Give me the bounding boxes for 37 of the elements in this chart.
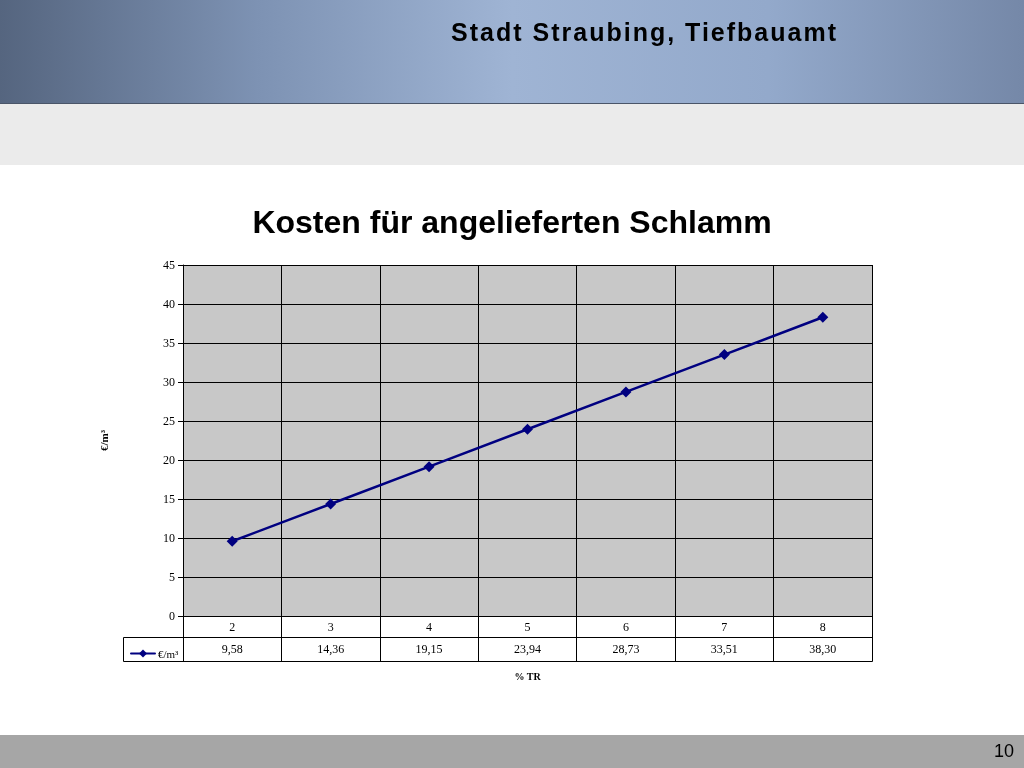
x-tick-label: 6 bbox=[622, 620, 629, 634]
y-tick-label: 10 bbox=[163, 531, 175, 545]
point bbox=[522, 423, 533, 435]
data-label: 19,15 bbox=[415, 642, 443, 656]
point bbox=[817, 311, 829, 323]
x-tick-label: 2 bbox=[229, 620, 236, 634]
y-axis-title: €/m³ bbox=[97, 429, 110, 452]
x-tick-label: 8 bbox=[819, 620, 826, 634]
y-tick-label: 30 bbox=[163, 375, 175, 389]
data-label: 14,36 bbox=[317, 642, 345, 656]
y-tick-label: 5 bbox=[169, 570, 175, 584]
y-tick-label: 15 bbox=[163, 492, 175, 506]
x-axis-title: % TR bbox=[514, 670, 542, 682]
x-tick-label: 4 bbox=[426, 620, 433, 634]
x-tick-label: 3 bbox=[327, 620, 334, 634]
x-tick-label: 5 bbox=[524, 620, 531, 634]
point bbox=[226, 535, 238, 547]
text: 10 bbox=[993, 741, 1014, 762]
y-tick-label: 25 bbox=[163, 414, 175, 428]
y-tick-label: 35 bbox=[163, 336, 175, 350]
legend-label: €/m³ bbox=[158, 647, 180, 660]
point bbox=[423, 461, 435, 473]
y-tick-label: 45 bbox=[163, 258, 175, 272]
y-tick-label: 20 bbox=[163, 453, 175, 467]
text: Stadt Straubing, Tiefbauamt bbox=[451, 18, 838, 47]
data-label: 9,58 bbox=[221, 642, 243, 656]
x-tick-label: 7 bbox=[721, 620, 728, 634]
data-label: 38,30 bbox=[809, 642, 837, 656]
data-label: 23,94 bbox=[514, 642, 541, 656]
point bbox=[325, 498, 337, 510]
data-label: 28,73 bbox=[612, 642, 640, 656]
point bbox=[620, 386, 632, 398]
chart-title: Kosten für angelieferten Schlamm bbox=[252, 204, 772, 240]
y-tick-label: 40 bbox=[163, 297, 175, 311]
y-tick-label: 0 bbox=[169, 609, 175, 623]
data-label: 33,51 bbox=[710, 642, 738, 656]
point bbox=[718, 349, 730, 361]
